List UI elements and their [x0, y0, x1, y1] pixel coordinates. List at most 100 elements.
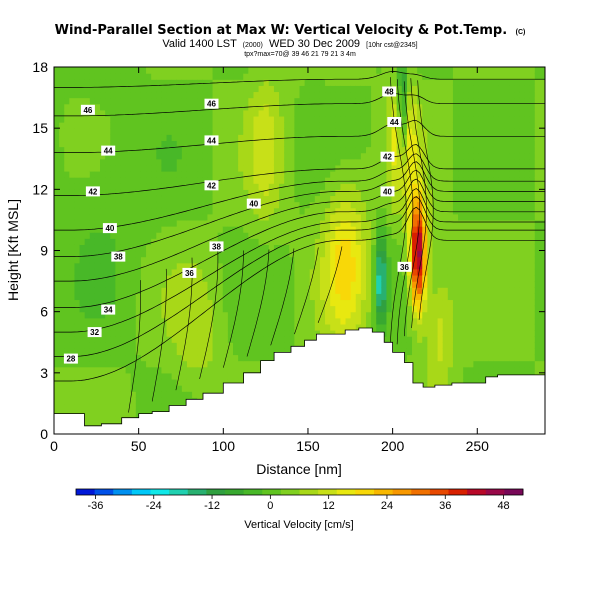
field-cell [314, 201, 321, 209]
field-cell [59, 385, 65, 392]
field-cell [115, 219, 122, 227]
field-cell [442, 238, 449, 245]
field-cell [289, 281, 295, 288]
field-cell [94, 354, 101, 362]
field-cell [304, 183, 311, 190]
field-cell [284, 85, 290, 93]
field-cell [427, 372, 434, 380]
field-cell [74, 268, 81, 276]
field-cell [176, 140, 183, 148]
field-cell [146, 409, 152, 417]
field-cell [222, 85, 229, 93]
field-cell [381, 73, 388, 80]
field-cell [345, 287, 352, 294]
field-cell [130, 85, 137, 93]
field-cell [335, 177, 342, 184]
field-cell [243, 219, 249, 227]
field-cell [253, 207, 260, 215]
field-cell [345, 281, 352, 288]
field-cell [54, 73, 60, 80]
field-cell [120, 330, 127, 337]
field-cell [396, 336, 403, 343]
field-cell [304, 330, 311, 337]
field-cell [74, 274, 81, 282]
field-cell [100, 85, 106, 93]
field-cell [146, 250, 152, 258]
field-cell [243, 109, 249, 117]
field-cell [89, 311, 96, 319]
field-cell [140, 336, 147, 343]
field-cell [279, 213, 285, 221]
field-cell [79, 250, 86, 258]
field-cell [64, 115, 70, 123]
field-cell [447, 67, 454, 74]
field-cell [192, 299, 198, 307]
field-cell [304, 97, 311, 105]
field-cell [447, 140, 454, 148]
field-cell [151, 232, 157, 239]
field-cell [227, 91, 234, 99]
field-cell [171, 268, 178, 276]
field-cell [376, 170, 382, 178]
field-cell [452, 91, 459, 99]
field-cell [268, 67, 275, 74]
field-cell [355, 232, 362, 239]
field-cell [417, 287, 423, 294]
field-cell [294, 73, 301, 80]
field-cell [130, 360, 137, 368]
field-cell [151, 164, 157, 172]
field-cell [299, 170, 306, 178]
field-cell [468, 164, 474, 172]
field-cell [422, 177, 428, 184]
field-cell [268, 164, 275, 172]
field-cell [202, 305, 209, 313]
field-cell [268, 103, 275, 111]
field-cell [273, 91, 280, 99]
field-cell [452, 207, 459, 215]
field-cell [417, 73, 423, 80]
field-cell [330, 232, 336, 239]
field-cell [146, 372, 152, 380]
field-cell [273, 213, 280, 221]
field-cell [84, 134, 91, 141]
field-cell [365, 219, 372, 227]
field-cell [371, 85, 377, 93]
field-cell [432, 262, 439, 270]
field-cell [335, 146, 342, 154]
field-cell [412, 213, 418, 221]
field-cell [335, 91, 342, 99]
field-cell [417, 336, 423, 343]
field-cell [299, 274, 306, 282]
field-cell [110, 366, 116, 374]
field-cell [355, 250, 362, 258]
field-cell [59, 366, 65, 374]
field-cell [371, 281, 377, 288]
field-cell [330, 256, 336, 264]
field-cell [135, 73, 142, 80]
field-cell [458, 91, 464, 99]
field-cell [248, 226, 255, 233]
field-cell [365, 244, 372, 252]
field-cell [268, 232, 275, 239]
field-cell [386, 238, 393, 245]
field-cell [279, 73, 285, 80]
field-cell [125, 201, 132, 209]
field-cell [105, 97, 111, 105]
field-cell [294, 91, 301, 99]
field-cell [222, 366, 229, 374]
field-cell [442, 256, 449, 264]
field-cell [94, 250, 101, 258]
field-cell [217, 336, 224, 343]
field-cell [120, 85, 127, 93]
field-cell [233, 311, 239, 319]
field-cell [330, 274, 336, 282]
field-cell [396, 330, 403, 337]
field-cell [110, 403, 116, 411]
field-cell [171, 287, 178, 294]
field-cell [100, 115, 106, 123]
field-cell [284, 134, 290, 141]
field-cell [376, 79, 382, 86]
field-cell [74, 409, 81, 417]
field-cell [350, 146, 357, 154]
field-cell [110, 85, 116, 93]
